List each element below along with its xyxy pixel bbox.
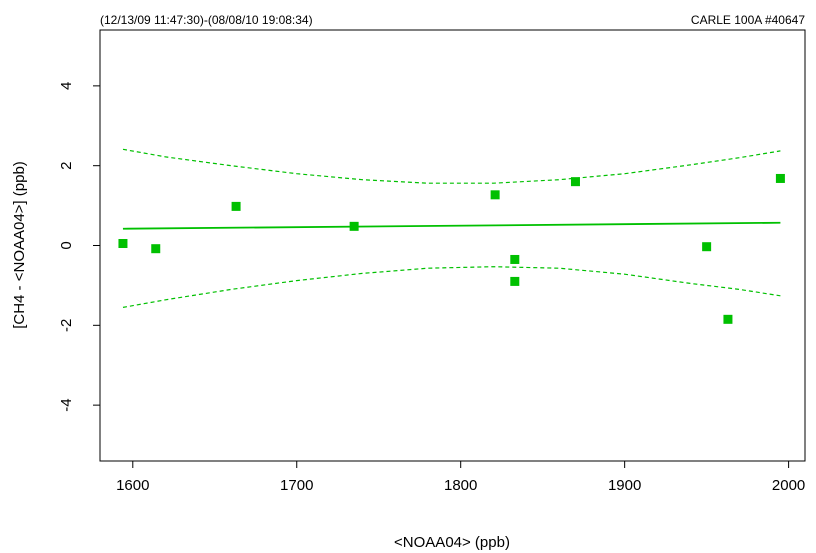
- confidence-lower-line: [122, 266, 781, 308]
- data-point: [490, 190, 500, 200]
- y-tick-label: -2: [58, 319, 75, 332]
- data-point: [702, 242, 712, 252]
- regression-fit: [122, 221, 781, 230]
- data-point: [723, 314, 733, 324]
- y-axis-label: [CH4 - <NOAA04>] (ppb): [11, 161, 28, 329]
- data-point: [510, 254, 520, 264]
- y-tick-label: 2: [58, 162, 75, 170]
- data-point: [231, 201, 241, 211]
- fit-line: [122, 221, 781, 230]
- plot-frame: [99, 29, 806, 462]
- y-tick-label: -4: [58, 398, 75, 411]
- data-point: [775, 173, 785, 183]
- y-axis: -4 -2 0 2 4: [58, 82, 101, 412]
- confidence-upper-line: [122, 148, 781, 184]
- y-tick-label: 4: [58, 82, 75, 90]
- confidence-bands: [122, 148, 781, 308]
- data-point: [151, 244, 161, 254]
- chart-title-right: CARLE 100A #40647: [691, 13, 805, 27]
- x-tick-label: 1900: [608, 477, 641, 494]
- data-points: [118, 173, 785, 324]
- data-point: [510, 276, 520, 286]
- x-axis-label: <NOAA04> (ppb): [394, 534, 510, 551]
- data-point: [118, 239, 128, 249]
- data-point: [349, 221, 359, 231]
- x-tick-label: 1700: [280, 477, 313, 494]
- x-axis: 1600 1700 1800 1900 2000: [116, 460, 805, 494]
- chart-title-left: (12/13/09 11:47:30)-(08/08/10 19:08:34): [100, 13, 313, 27]
- data-point: [570, 177, 580, 187]
- x-tick-label: 1600: [116, 477, 149, 494]
- x-tick-label: 2000: [772, 477, 805, 494]
- x-tick-label: 1800: [444, 477, 477, 494]
- y-tick-label: 0: [58, 241, 75, 249]
